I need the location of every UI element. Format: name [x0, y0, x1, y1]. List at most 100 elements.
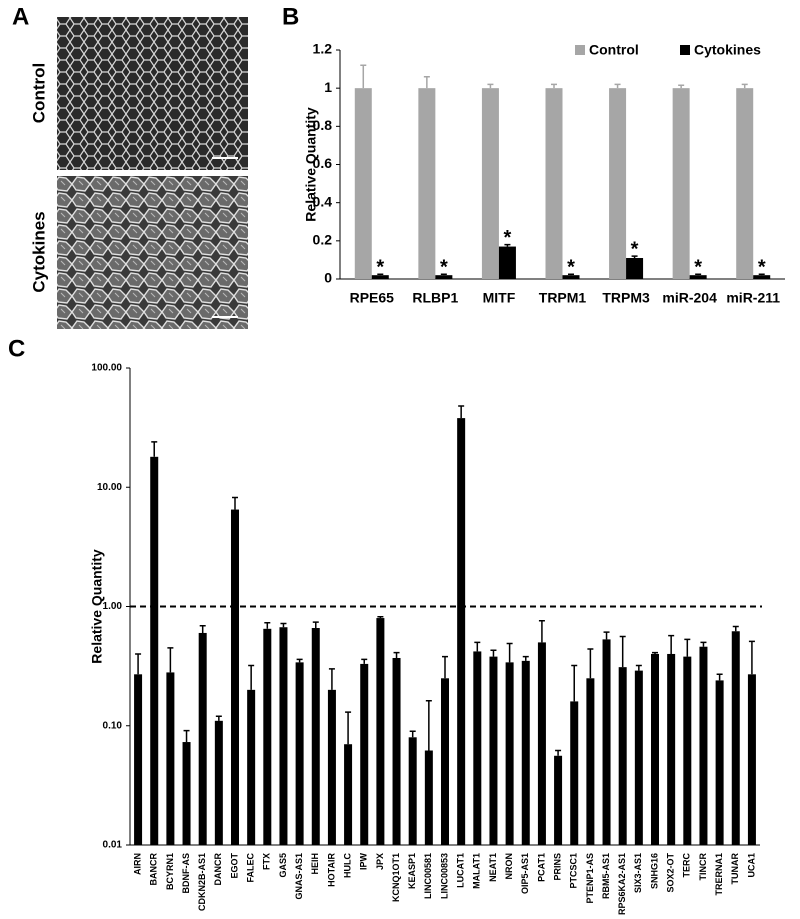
x-tick-label: DANCR [213, 853, 223, 886]
bar [354, 88, 372, 280]
x-tick-label: FALEC [246, 853, 256, 883]
legend-label: Cytokines [694, 42, 761, 58]
error-bar [199, 624, 206, 633]
bar [457, 418, 466, 845]
bar [166, 672, 175, 845]
error-bar [360, 64, 367, 89]
bar [295, 662, 304, 845]
y-axis-label: Relative Quantity [89, 549, 105, 664]
x-tick-label: HEIH [310, 853, 320, 875]
error-bar [695, 273, 702, 276]
bar [537, 642, 546, 845]
bar [672, 88, 690, 280]
bar [473, 651, 482, 845]
error-bar [280, 622, 287, 628]
error-bar [232, 496, 238, 510]
bar [683, 656, 692, 845]
y-tick-label: 1 [324, 79, 332, 95]
error-bar [328, 668, 335, 690]
error-bar [183, 729, 190, 743]
error-bar [312, 621, 319, 629]
significance-label: * [694, 257, 702, 279]
bar [715, 680, 724, 845]
x-tick-label: UCA1 [746, 853, 756, 878]
y-tick-label: 0 [324, 270, 332, 286]
x-tick-label: SNHG16 [649, 853, 659, 889]
bar [562, 275, 580, 279]
bar [667, 653, 676, 845]
bar [360, 663, 369, 845]
bar [545, 88, 563, 280]
y-tick-label: 0.2 [313, 232, 333, 248]
image-label: Control [29, 63, 48, 123]
bar [371, 275, 389, 279]
significance-label: * [440, 257, 448, 279]
bar [699, 646, 708, 845]
bar [327, 689, 336, 845]
bar [214, 720, 223, 845]
error-bar [522, 655, 529, 661]
error-bar [551, 83, 557, 89]
x-tick-label: IPW [359, 852, 369, 870]
x-tick-label: RPS6KA2-AS1 [617, 853, 627, 915]
error-bar [393, 651, 400, 658]
x-tick-label: TRPM3 [602, 290, 650, 306]
error-bar [614, 83, 621, 89]
x-tick-label: KCNQ1OT1 [391, 853, 401, 902]
bar [279, 627, 288, 845]
error-bar [571, 664, 578, 702]
bar [609, 88, 627, 280]
x-tick-label: TRPM1 [539, 290, 587, 306]
error-bar [732, 625, 739, 632]
x-tick-label: BDNF-AS [181, 853, 191, 894]
bar [263, 628, 272, 845]
x-tick-label: AIRN [132, 853, 142, 875]
bar [689, 275, 707, 279]
x-tick-label: NEAT1 [488, 853, 498, 882]
x-tick-label: SOX2-OT [666, 853, 676, 893]
x-tick-label: RPE65 [350, 290, 395, 306]
x-tick-label: TUNAR [730, 853, 740, 885]
legend-swatch [575, 45, 585, 55]
significance-label: * [758, 257, 766, 279]
x-tick-label: PTCSC1 [569, 853, 579, 889]
bar [311, 628, 320, 845]
x-tick-label: miR-204 [662, 290, 717, 306]
bar [182, 742, 191, 845]
legend-label: Control [589, 42, 639, 58]
y-tick-label: 1.2 [313, 41, 333, 57]
error-bar [296, 658, 303, 663]
error-bar [758, 273, 765, 276]
x-tick-label: MITF [483, 290, 516, 306]
error-bar [631, 255, 638, 259]
micrograph [57, 176, 248, 329]
bar [134, 674, 143, 845]
significance-label: * [504, 227, 512, 249]
bar [651, 653, 659, 845]
error-bar [652, 651, 658, 654]
bar [753, 275, 771, 279]
x-tick-label: PCAT1 [536, 853, 546, 882]
micrograph [57, 17, 248, 170]
error-bar [442, 655, 448, 679]
error-bar [167, 647, 174, 673]
image-label: Cytokines [29, 211, 48, 292]
bar [481, 88, 499, 280]
bar [602, 639, 611, 845]
error-bar [487, 83, 494, 89]
x-tick-label: TERC [682, 853, 692, 878]
significance-label: * [567, 257, 575, 279]
error-bar [538, 619, 545, 643]
x-tick-label: PRINS [552, 853, 562, 881]
y-tick-label: 0.4 [313, 193, 333, 209]
y-tick-label: 10.00 [97, 482, 122, 493]
legend-swatch [680, 45, 690, 55]
error-bar [668, 634, 675, 654]
error-bar [377, 273, 384, 276]
bar [554, 755, 563, 845]
bar [435, 275, 453, 279]
error-bar [440, 273, 447, 276]
bar [424, 750, 433, 845]
x-tick-label: TRERNA1 [714, 853, 724, 896]
bar [521, 660, 530, 845]
